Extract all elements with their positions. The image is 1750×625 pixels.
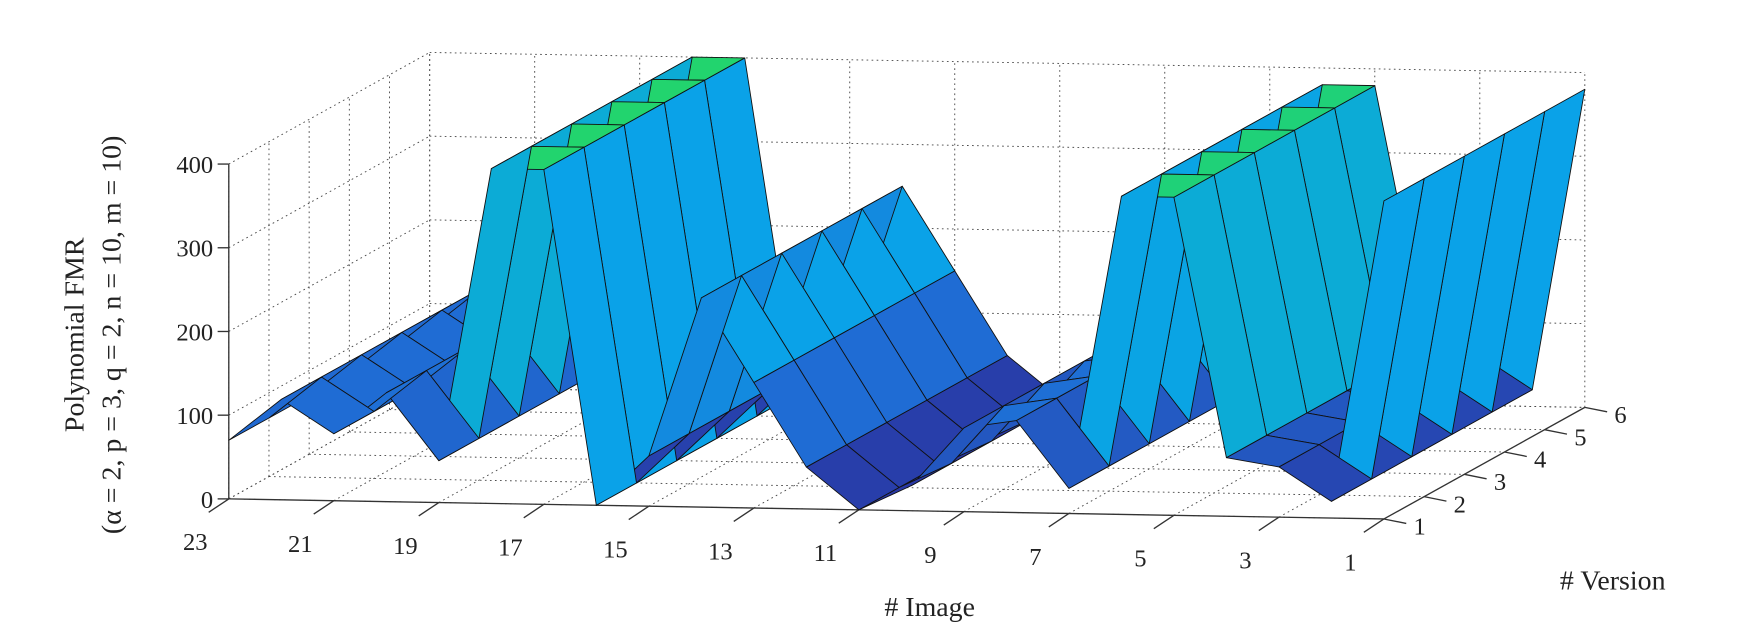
tick-mark xyxy=(628,505,650,521)
y-tick-label: 2 xyxy=(1454,491,1466,518)
z-tick-label: 300 xyxy=(176,236,213,263)
tick-mark xyxy=(418,501,440,517)
z-tick-label: 400 xyxy=(176,152,213,179)
grid-line xyxy=(228,135,430,249)
tick-mark xyxy=(1423,495,1447,502)
grid-line xyxy=(429,303,1585,325)
grid-line xyxy=(429,52,1585,73)
tick-mark xyxy=(313,500,335,515)
y-tick-label: 3 xyxy=(1494,469,1506,496)
x-tick-label: 13 xyxy=(708,538,733,565)
y-axis-label: # Version xyxy=(1560,565,1666,596)
tick-mark xyxy=(1584,406,1608,413)
grid-line xyxy=(429,135,1585,157)
x-tick-label: 21 xyxy=(288,531,313,558)
tick-mark xyxy=(1153,514,1175,530)
z-tick-label: 0 xyxy=(201,487,213,514)
x-tick-label: 17 xyxy=(498,535,523,562)
tick-mark xyxy=(1363,518,1385,533)
x-tick-label: 5 xyxy=(1134,546,1146,573)
x-tick-label: 3 xyxy=(1239,547,1251,574)
tick-mark xyxy=(733,507,755,522)
z-axis-label: Polynomial FMR xyxy=(60,237,91,432)
surface-patch xyxy=(228,376,322,441)
x-tick-label: 1 xyxy=(1344,549,1356,576)
z-tick-label: 100 xyxy=(176,403,213,430)
tick-mark xyxy=(1048,512,1070,528)
y-tick-label: 4 xyxy=(1534,447,1546,474)
tick-mark xyxy=(523,503,545,519)
x-tick-label: 15 xyxy=(603,537,628,564)
tick-mark xyxy=(838,509,860,524)
grid-line xyxy=(228,219,430,332)
tick-mark xyxy=(1464,473,1487,480)
tick-mark xyxy=(1383,518,1407,525)
y-tick-label: 6 xyxy=(1614,402,1626,429)
x-tick-label: 7 xyxy=(1029,544,1041,571)
z-tick-label: 200 xyxy=(176,319,213,346)
axis-line xyxy=(228,498,1384,520)
tick-mark xyxy=(208,498,230,513)
x-tick-label: 11 xyxy=(814,540,838,567)
axis-line xyxy=(1383,406,1586,520)
z-axis-label: (α = 2, p = 3, q = 2, n = 10, m = 10) xyxy=(97,136,128,535)
x-tick-label: 9 xyxy=(924,542,936,569)
tick-mark xyxy=(1258,516,1280,532)
x-tick-label: 19 xyxy=(393,533,418,560)
y-tick-label: 1 xyxy=(1414,514,1426,541)
tick-mark xyxy=(1544,429,1568,435)
x-tick-label: 23 xyxy=(183,529,208,556)
grid-line xyxy=(228,303,430,416)
y-tick-label: 5 xyxy=(1574,424,1586,451)
grid-line xyxy=(228,52,430,165)
tick-mark xyxy=(1504,451,1527,458)
x-axis-label: # Image xyxy=(884,592,975,623)
tick-mark xyxy=(943,511,965,526)
grid-line xyxy=(429,219,1585,241)
